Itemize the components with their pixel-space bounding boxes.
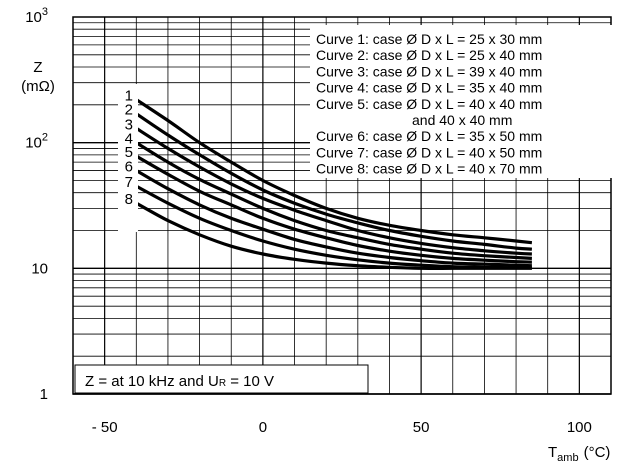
note-box	[74, 364, 369, 394]
curve-2	[135, 112, 533, 251]
legend-line: Curve 7: case Ø D x L = 40 x 50 mm	[316, 144, 542, 160]
x-tick-label: 50	[413, 419, 430, 436]
plot-frame	[72, 16, 612, 395]
legend-box	[310, 25, 614, 178]
curve-number-4: 4	[125, 131, 133, 148]
y-tick-label: 1	[40, 386, 48, 403]
x-tick-label: 0	[259, 419, 267, 436]
legend-line: Curve 4: case Ø D x L = 35 x 40 mm	[316, 80, 542, 96]
curve-number-5: 5	[125, 144, 133, 161]
legend-line: Curve 8: case Ø D x L = 40 x 70 mm	[316, 161, 542, 177]
curve-number-3: 3	[125, 116, 133, 133]
y-tick-label: 103	[25, 6, 48, 26]
note-prefix: Z = at 10 kHz and U	[85, 373, 219, 390]
curve-5	[135, 154, 532, 264]
y-tick-label: 10	[31, 260, 48, 277]
legend-line: Curve 6: case Ø D x L = 35 x 50 mm	[316, 128, 542, 144]
conditions-note: Z = at 10 kHz and UR = 10 V	[74, 364, 369, 394]
legend-line: Curve 1: case Ø D x L = 25 x 30 mm	[316, 31, 542, 47]
curve-1	[135, 98, 533, 245]
x-tick-label: 100	[567, 419, 592, 436]
curve-3	[135, 126, 532, 256]
note-suffix: = 10 V	[226, 373, 274, 390]
note-sub: R	[219, 378, 226, 389]
legend-line: Curve 5: case Ø D x L = 40 x 40 mm	[316, 96, 542, 112]
tick-labels: 1 10 102 103 - 50 0 50 100	[25, 6, 592, 436]
legend-lines: Curve 1: case Ø D x L = 25 x 30 mmCurve …	[316, 31, 542, 177]
curve-8	[135, 201, 532, 270]
curve-number-1: 1	[125, 88, 133, 105]
curve-number-8: 8	[125, 191, 133, 208]
curve-number-strip	[118, 84, 138, 232]
curve-number-7: 7	[125, 174, 133, 191]
legend-line: and 40 x 40 mm	[412, 112, 512, 128]
y-axis-label: Z	[33, 59, 42, 76]
x-axis-label: Tamb (°C)	[548, 444, 610, 464]
curves	[135, 98, 533, 270]
x-axis-label-sub: amb	[557, 452, 578, 464]
y-axis-unit: (mΩ)	[21, 78, 55, 95]
note-text: Z = at 10 kHz and UR = 10 V	[85, 373, 274, 390]
y-tick-label: 102	[25, 132, 48, 152]
curve-4	[135, 141, 533, 260]
legend: Curve 1: case Ø D x L = 25 x 30 mmCurve …	[310, 25, 614, 178]
curve-number-2: 2	[125, 102, 133, 119]
x-axis-label-unit: (°C)	[584, 444, 611, 461]
curve-number-6: 6	[125, 159, 133, 176]
x-axis-label-main: T	[548, 444, 557, 461]
curve-6	[135, 169, 532, 268]
legend-line: Curve 3: case Ø D x L = 39 x 40 mm	[316, 63, 542, 79]
legend-line: Curve 2: case Ø D x L = 25 x 40 mm	[316, 47, 542, 63]
x-tick-label: - 50	[92, 419, 118, 436]
